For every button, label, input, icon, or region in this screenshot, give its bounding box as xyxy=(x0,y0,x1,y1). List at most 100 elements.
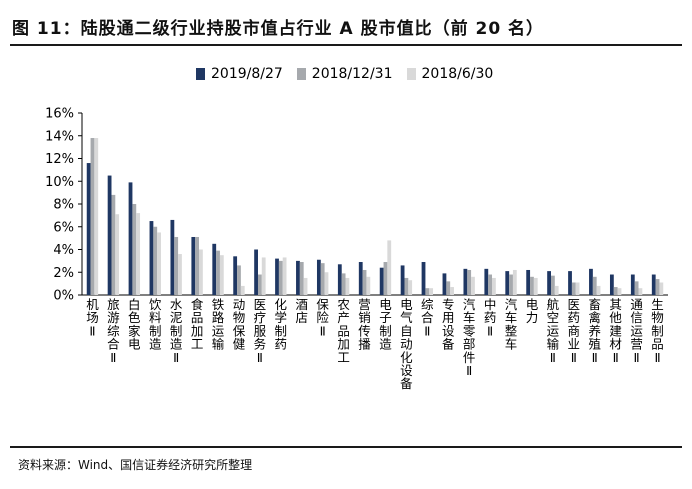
y-tick-label: 4% xyxy=(53,243,74,258)
bar-series-0 xyxy=(547,271,551,295)
x-category-label: 农产品加工 xyxy=(337,297,350,365)
bar-series-2 xyxy=(492,277,496,295)
bar-series-0 xyxy=(463,268,468,295)
bar-series-2 xyxy=(219,255,224,295)
bar-series-2 xyxy=(240,285,245,295)
y-tick-label: 6% xyxy=(53,220,74,235)
bar-series-1 xyxy=(404,277,409,295)
bar-series-0 xyxy=(526,269,531,295)
x-category-label: 电力 xyxy=(526,297,539,325)
bar-series-2 xyxy=(261,257,266,295)
x-category-label: 旅游综合 Ⅱ xyxy=(107,297,120,365)
chart-legend: 2019/8/27 2018/12/31 2018/6/30 xyxy=(196,66,507,82)
bar-series-0 xyxy=(568,271,572,295)
bar-series-1 xyxy=(132,204,137,295)
x-category-label: 铁路运输 xyxy=(212,297,225,352)
y-tick-label: 8% xyxy=(53,198,74,213)
legend-item-series-0: 2019/8/27 xyxy=(196,66,283,82)
bar-series-0 xyxy=(358,262,363,295)
legend-label-series-1: 2018/12/31 xyxy=(311,66,393,82)
bar-series-0 xyxy=(149,221,154,295)
x-category-label: 食品加工 xyxy=(191,297,204,352)
bar-series-1 xyxy=(153,226,158,295)
bar-series-1 xyxy=(362,269,367,295)
x-category-label: 专用设备 xyxy=(442,297,455,352)
x-category-label: 航空运输 Ⅱ xyxy=(547,297,560,365)
y-tick-label: 2% xyxy=(53,266,74,281)
x-category-label: 汽车整车 xyxy=(505,297,518,352)
bar-series-2 xyxy=(554,285,559,295)
bar-series-0 xyxy=(442,273,447,295)
bar-series-1 xyxy=(509,274,513,295)
bar-series-2 xyxy=(345,277,350,295)
bar-series-0 xyxy=(630,274,635,295)
x-category-label: 综合 Ⅱ xyxy=(421,297,434,338)
x-category-label: 中药 Ⅱ xyxy=(484,297,497,338)
bar-series-0 xyxy=(296,260,300,296)
bar-series-0 xyxy=(170,219,175,295)
bar-series-2 xyxy=(533,277,538,295)
bar-series-1 xyxy=(320,263,325,295)
bar-series-2 xyxy=(596,285,601,295)
bar-series-2 xyxy=(638,288,643,295)
legend-swatch-series-2 xyxy=(406,68,416,80)
x-category-label: 机场 Ⅱ xyxy=(86,297,99,338)
x-category-label: 医药商业 Ⅱ xyxy=(568,297,581,365)
bar-series-1 xyxy=(341,273,346,295)
bar-series-0 xyxy=(275,258,279,295)
source-divider xyxy=(10,446,682,448)
bar-series-0 xyxy=(337,264,342,295)
x-category-label: 电子制造 xyxy=(379,297,392,352)
legend-swatch-series-0 xyxy=(196,68,205,80)
x-category-label: 饮料制造 xyxy=(149,297,162,352)
x-category-label: 化学制药 xyxy=(275,297,288,352)
bar-series-0 xyxy=(379,267,384,295)
x-category-label: 酒店 xyxy=(295,297,308,325)
x-category-label: 电气自动化设备 xyxy=(400,297,413,391)
bar-series-0 xyxy=(589,268,593,295)
bar-series-1 xyxy=(174,236,179,295)
figure-title: 图 11：陆股通二级行业持股市值占行业 A 股市值比（前 20 名） xyxy=(12,19,545,39)
legend-label-series-0: 2019/8/27 xyxy=(211,66,283,82)
bar-series-1 xyxy=(383,262,388,295)
bar-series-2 xyxy=(366,276,371,295)
bar-series-2 xyxy=(282,257,287,295)
figure-title-bar: 图 11：陆股通二级行业持股市值占行业 A 股市值比（前 20 名） xyxy=(10,14,682,46)
legend-item-series-2: 2018/6/30 xyxy=(406,66,493,82)
x-category-label: 白色家电 xyxy=(128,297,141,352)
bar-series-1 xyxy=(446,281,451,295)
bar-series-2 xyxy=(575,282,580,295)
bar-series-2 xyxy=(178,254,182,295)
bar-series-0 xyxy=(128,182,133,295)
x-category-label: 生物制品 Ⅱ xyxy=(651,297,664,365)
bar-series-0 xyxy=(212,243,217,295)
bar-series-1 xyxy=(257,274,262,295)
bar-series-0 xyxy=(505,271,510,295)
bar-series-2 xyxy=(94,138,99,295)
bar-series-1 xyxy=(195,236,200,295)
bar-series-2 xyxy=(324,272,329,295)
x-category-label: 其他建材 Ⅱ xyxy=(609,297,622,365)
bar-series-2 xyxy=(429,288,434,295)
bar-series-0 xyxy=(609,274,614,295)
bar-series-0 xyxy=(400,265,405,295)
bar-series-2 xyxy=(512,269,517,295)
bar-series-1 xyxy=(571,282,576,295)
x-category-label: 医疗服务 Ⅱ xyxy=(254,297,267,365)
y-tick-label: 0% xyxy=(53,289,74,304)
bar-series-1 xyxy=(237,265,241,295)
bar-series-1 xyxy=(425,288,430,295)
bar-series-0 xyxy=(254,249,258,295)
bar-series-0 xyxy=(191,236,196,295)
y-tick-label: 14% xyxy=(45,129,74,144)
bar-series-1 xyxy=(216,250,220,295)
bar-series-2 xyxy=(157,232,161,295)
bar-series-2 xyxy=(450,287,454,295)
bar-series-1 xyxy=(530,276,534,295)
bar-series-0 xyxy=(651,274,656,295)
bar-series-0 xyxy=(484,268,489,295)
x-category-label: 营销传播 xyxy=(358,297,371,352)
bar-series-1 xyxy=(550,275,555,295)
bar-series-2 xyxy=(136,213,141,295)
